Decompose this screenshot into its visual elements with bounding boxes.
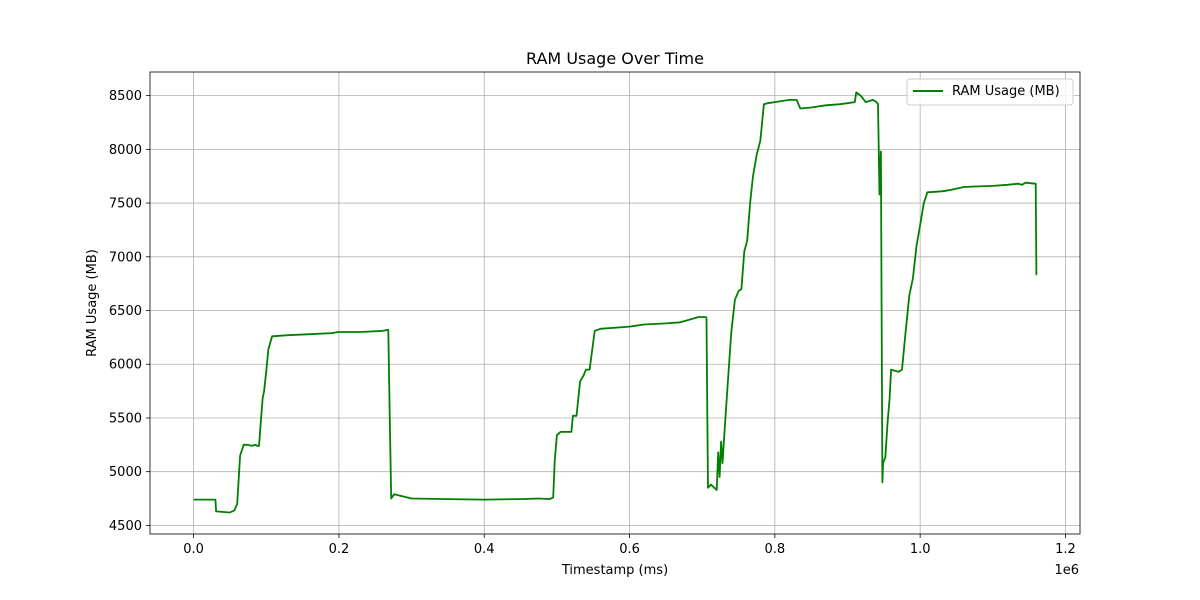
y-tick-label: 4500 [109,519,142,534]
y-tick-label: 6000 [109,358,142,373]
y-tick-label: 7500 [109,197,142,212]
x-axis-offset-label: 1e6 [1054,563,1079,578]
legend-box [906,78,1074,106]
x-axis-ticks: 0.0 0.2 0.4 0.6 0.8 1.0 1.2 [183,534,1076,557]
y-tick-label: 8500 [109,89,142,104]
y-tick-label: 5500 [109,411,142,426]
legend-label: RAM Usage (MB) [952,84,1060,99]
gridlines [150,72,1080,534]
y-axis-title: RAM Usage (MB) [85,249,100,357]
y-axis-ticks: 4500 5000 5500 6000 6500 7000 7500 8000 8500 [109,89,150,534]
plot-area-frame [149,71,1081,535]
legend: RAM Usage (MB) [906,78,1074,106]
x-tick-label: 0.2 [329,542,350,557]
series-layer [193,91,1038,514]
x-axis-title: Timestamp (ms) [561,563,668,578]
y-tick-label: 7000 [109,250,142,265]
x-tick-label: 0.0 [183,542,204,557]
x-tick-label: 1.0 [910,542,931,557]
y-tick-label: 5000 [109,465,142,480]
y-tick-label: 6500 [109,304,142,319]
x-tick-label: 0.8 [765,542,786,557]
chart-title: RAM Usage Over Time [526,49,704,68]
series-line-ram-usage [193,91,1038,514]
y-tick-label: 8000 [109,143,142,158]
x-tick-label: 0.6 [619,542,640,557]
x-tick-label: 1.2 [1055,542,1076,557]
x-tick-label: 0.4 [474,542,495,557]
